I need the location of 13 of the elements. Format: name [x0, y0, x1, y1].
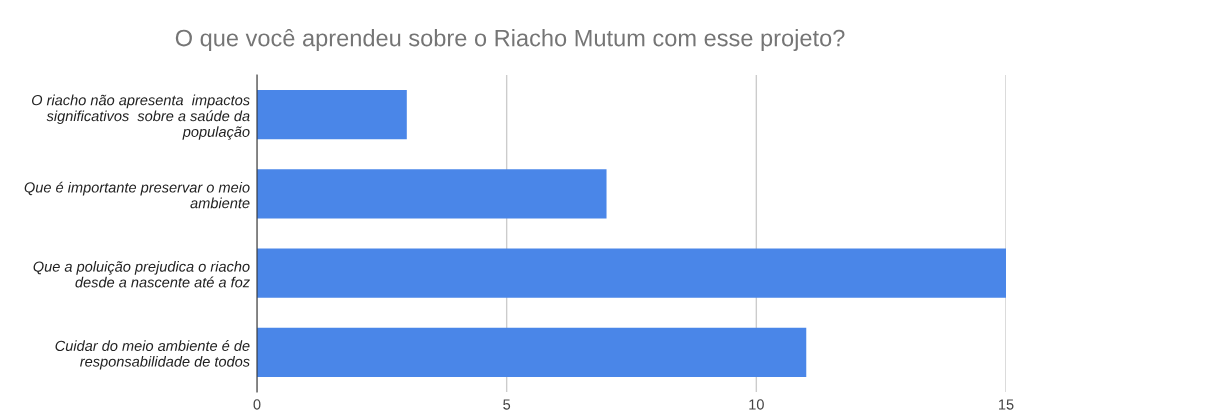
bar [257, 248, 1006, 298]
bar [257, 90, 407, 140]
y-tick-label: Que é importante preservar o meio ambiente [24, 181, 250, 209]
bar [257, 327, 807, 377]
x-tick-label: 15 [999, 399, 1014, 410]
bar [257, 169, 607, 219]
x-tick-label: 0 [253, 399, 261, 410]
x-tick-label: 5 [503, 399, 511, 410]
y-tick-label: Que a poluição prejudica o riacho desde a nascente até a foz [33, 261, 250, 288]
y-tick-label: O riacho não apresenta impactos significativos sobre a saúde da população [31, 94, 250, 140]
x-tick-label: 10 [749, 399, 764, 410]
chart-title: O que você aprendeu sobre o Riacho Mutum com esse projeto? [175, 28, 845, 52]
y-tick-label: Cuidar do meio ambiente é de responsabilidade de todos [55, 340, 250, 370]
